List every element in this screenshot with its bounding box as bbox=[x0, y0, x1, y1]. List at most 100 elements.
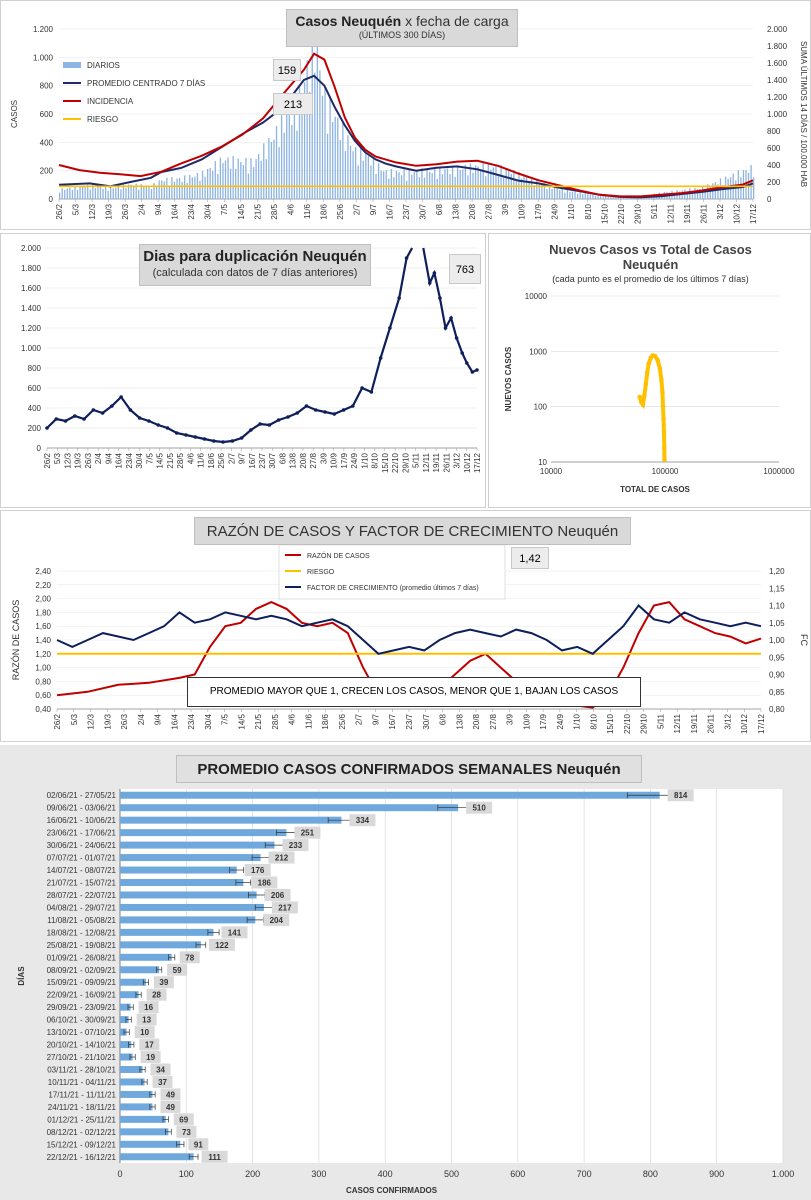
casos-daily-bar bbox=[594, 195, 597, 199]
nuevos-xtick: 100000 bbox=[652, 467, 679, 476]
casos-xtick: 4/6 bbox=[286, 203, 295, 215]
casos-daily-bar bbox=[367, 155, 370, 199]
promedio-value-label: 19 bbox=[146, 1053, 155, 1062]
razon-ytick-right: 1,20 bbox=[769, 567, 785, 576]
casos-xtick: 3/12 bbox=[716, 203, 725, 219]
promedio-label-box bbox=[271, 901, 298, 914]
promedio-value-label: 49 bbox=[166, 1090, 175, 1099]
duplicacion-point bbox=[460, 351, 464, 355]
duplicacion-point bbox=[91, 408, 96, 412]
duplicacion-point bbox=[128, 408, 133, 412]
razon-xtick: 12/3 bbox=[87, 713, 96, 729]
casos-daily-bar bbox=[709, 186, 711, 199]
razon-xtick: 28/5 bbox=[271, 713, 280, 729]
razon-legend-label: FACTOR DE CRECIMIENTO (promedio últimos … bbox=[307, 585, 479, 592]
promedio-label-box bbox=[349, 814, 376, 827]
casos-daily-bar bbox=[161, 180, 163, 199]
promedio-value-label: 814 bbox=[674, 791, 688, 800]
razon-xtick: 21/5 bbox=[254, 713, 263, 729]
casos-daily-bar bbox=[673, 193, 676, 199]
casos-daily-bar bbox=[459, 170, 461, 199]
promedio-bar bbox=[120, 816, 342, 824]
casos-daily-bar bbox=[240, 161, 242, 199]
casos-daily-bar bbox=[332, 122, 334, 199]
casos-daily-bar bbox=[263, 143, 265, 199]
duplicacion-xtick: 16/4 bbox=[115, 452, 124, 468]
razon-xtick: 11/6 bbox=[304, 713, 313, 729]
razon-ytick-right: 0,90 bbox=[769, 671, 785, 680]
razon-ytick: 1,80 bbox=[35, 608, 51, 617]
casos-xtick: 24/9 bbox=[551, 203, 560, 219]
casos-daily-bar bbox=[423, 177, 426, 199]
promedio-value-label: 251 bbox=[301, 829, 315, 838]
casos-chart: 0 200 400 600 800 1.000 1.200 0 200 400 600 800 1.00… bbox=[10, 25, 808, 224]
casos-ytick-right: 0 bbox=[767, 195, 772, 204]
duplicacion-title-box: Dias para duplicación Neuquén (calculada… bbox=[139, 244, 371, 286]
casos-daily-bar bbox=[74, 186, 76, 199]
duplicacion-point bbox=[276, 418, 281, 422]
casos-daily-bar bbox=[286, 114, 288, 199]
promedio-label-box bbox=[136, 1013, 157, 1026]
casos-daily-bar bbox=[357, 165, 359, 199]
duplicacion-point bbox=[432, 271, 437, 275]
casos-daily-bar bbox=[502, 175, 505, 199]
promedio-bar bbox=[120, 1028, 127, 1036]
promedio-category-label: 18/08/21 - 12/08/21 bbox=[47, 928, 117, 937]
duplicacion-xtick: 26/11 bbox=[442, 452, 451, 472]
duplicacion-point bbox=[230, 439, 235, 443]
casos-daily-bar bbox=[319, 70, 321, 199]
promedio-category-label: 29/09/21 - 23/09/21 bbox=[47, 1003, 117, 1012]
casos-xtick: 9/7 bbox=[369, 203, 378, 215]
casos-daily-bar bbox=[370, 165, 372, 199]
promedio-value-label: 39 bbox=[159, 978, 168, 987]
razon-ytick: 2,00 bbox=[35, 595, 51, 604]
casos-xtick: 3/9 bbox=[501, 203, 510, 215]
casos-daily-bar bbox=[326, 133, 329, 199]
duplicacion-xtick: 21/5 bbox=[166, 452, 175, 468]
casos-daily-bar bbox=[393, 177, 395, 199]
duplicacion-xtick: 23/4 bbox=[125, 452, 134, 468]
casos-daily-bar bbox=[212, 170, 214, 199]
casos-daily-bar bbox=[99, 186, 102, 199]
casos-daily-bar bbox=[400, 175, 403, 199]
duplicacion-xtick: 29/10 bbox=[401, 452, 410, 473]
casos-daily-bar bbox=[490, 169, 492, 199]
casos-daily-bar bbox=[176, 178, 178, 199]
duplicacion-point bbox=[465, 361, 469, 365]
duplicacion-ytick: 400 bbox=[28, 404, 42, 413]
duplicacion-xtick: 5/11 bbox=[412, 452, 421, 468]
razon-ytick-right: 0,85 bbox=[769, 688, 785, 697]
promedio-xtick: 900 bbox=[709, 1169, 724, 1179]
duplicacion-point bbox=[404, 256, 409, 260]
duplicacion-xtick: 1/10 bbox=[360, 452, 369, 468]
duplicacion-point bbox=[63, 419, 68, 423]
casos-xtick: 30/7 bbox=[419, 203, 428, 219]
promedio-semanal-chart: 0 100 200 300 400 500 600 700 800 900 1.000 CASOS C… bbox=[17, 789, 794, 1195]
duplicacion-point bbox=[54, 417, 59, 421]
nuevos-point bbox=[657, 365, 663, 371]
promedio-bar bbox=[120, 829, 287, 837]
casos-daily-bar bbox=[444, 169, 446, 199]
razon-xtick: 19/11 bbox=[690, 713, 699, 733]
promedio-label-box bbox=[139, 1038, 160, 1051]
duplicacion-point bbox=[137, 416, 142, 420]
casos-xtick: 10/9 bbox=[518, 203, 527, 219]
promedio-value-label: 13 bbox=[142, 1016, 151, 1025]
duplicacion-point bbox=[165, 426, 170, 430]
casos-ytick-right: 800 bbox=[767, 127, 781, 136]
casos-daily-bar bbox=[219, 157, 222, 199]
duplicacion-point bbox=[156, 423, 161, 427]
promedio-category-label: 09/06/21 - 03/06/21 bbox=[47, 804, 117, 813]
casos-daily-bar bbox=[324, 87, 326, 199]
promedio-label-box bbox=[179, 951, 200, 964]
promedio-category-label: 11/08/21 - 05/08/21 bbox=[47, 916, 116, 925]
casos-daily-bar bbox=[79, 185, 81, 199]
nuevos-point bbox=[643, 381, 649, 387]
razon-xtick: 5/3 bbox=[70, 713, 79, 725]
casos-daily-bar bbox=[416, 170, 418, 199]
duplicacion-xtick: 9/7 bbox=[238, 452, 247, 464]
casos-title-box: Casos Neuquén x fecha de carga (ÚLTIMOS … bbox=[286, 9, 518, 47]
casos-daily-bar bbox=[610, 195, 612, 199]
casos-daily-bar bbox=[181, 181, 183, 199]
promedio-category-label: 16/06/21 - 10/06/21 bbox=[47, 816, 117, 825]
